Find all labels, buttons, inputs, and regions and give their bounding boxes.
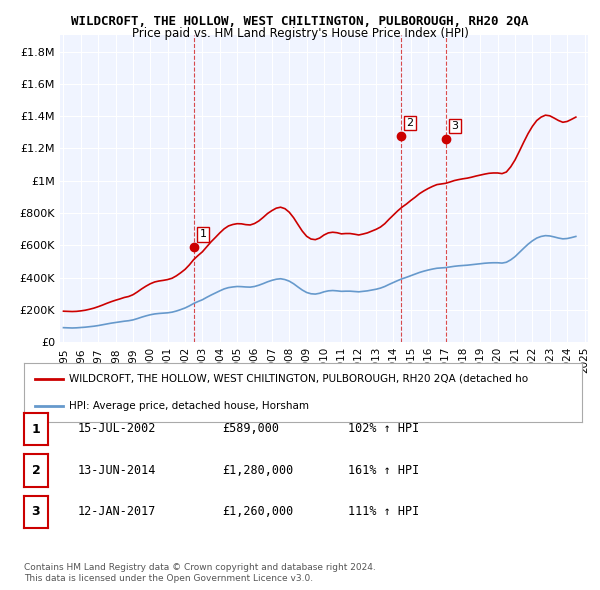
Text: £589,000: £589,000 (222, 422, 279, 435)
Text: 2: 2 (407, 118, 413, 128)
Text: £1,260,000: £1,260,000 (222, 505, 293, 518)
Text: WILDCROFT, THE HOLLOW, WEST CHILTINGTON, PULBOROUGH, RH20 2QA: WILDCROFT, THE HOLLOW, WEST CHILTINGTON,… (71, 15, 529, 28)
Text: 2: 2 (32, 464, 40, 477)
Text: 15-JUL-2002: 15-JUL-2002 (78, 422, 157, 435)
Text: £1,280,000: £1,280,000 (222, 464, 293, 477)
Text: 111% ↑ HPI: 111% ↑ HPI (348, 505, 419, 518)
Text: 12-JAN-2017: 12-JAN-2017 (78, 505, 157, 518)
Text: HPI: Average price, detached house, Horsham: HPI: Average price, detached house, Hors… (68, 401, 308, 411)
Text: Price paid vs. HM Land Registry's House Price Index (HPI): Price paid vs. HM Land Registry's House … (131, 27, 469, 40)
Text: Contains HM Land Registry data © Crown copyright and database right 2024.
This d: Contains HM Land Registry data © Crown c… (24, 563, 376, 583)
Text: 161% ↑ HPI: 161% ↑ HPI (348, 464, 419, 477)
Text: 3: 3 (451, 121, 458, 131)
Text: 102% ↑ HPI: 102% ↑ HPI (348, 422, 419, 435)
Text: 13-JUN-2014: 13-JUN-2014 (78, 464, 157, 477)
Text: 3: 3 (32, 505, 40, 519)
Text: WILDCROFT, THE HOLLOW, WEST CHILTINGTON, PULBOROUGH, RH20 2QA (detached ho: WILDCROFT, THE HOLLOW, WEST CHILTINGTON,… (68, 374, 528, 384)
Text: 1: 1 (32, 422, 40, 436)
Text: 1: 1 (200, 230, 206, 240)
